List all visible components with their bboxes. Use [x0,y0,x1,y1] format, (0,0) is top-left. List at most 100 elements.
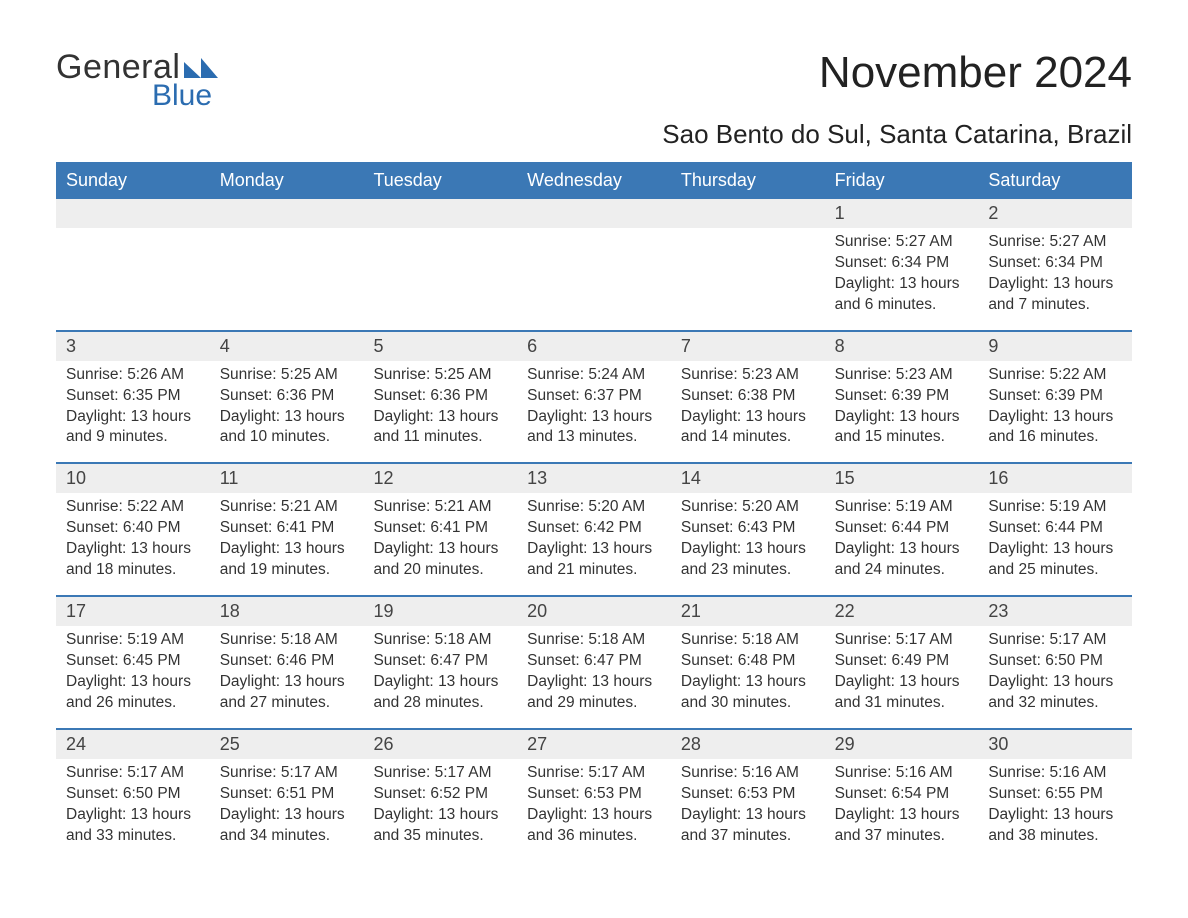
daylight-label: Daylight: [527,408,587,425]
day-body: Sunrise: 5:21 AMSunset: 6:41 PMDaylight:… [210,493,364,581]
day-cell: 3Sunrise: 5:26 AMSunset: 6:35 PMDaylight… [56,332,210,463]
sunrise-label: Sunrise: [373,498,430,515]
day-body: Sunrise: 5:22 AMSunset: 6:40 PMDaylight:… [56,493,210,581]
day-body: Sunrise: 5:17 AMSunset: 6:50 PMDaylight:… [978,626,1132,714]
sunrise-label: Sunrise: [835,233,892,250]
day-body: Sunrise: 5:19 AMSunset: 6:44 PMDaylight:… [978,493,1132,581]
sunrise-value: 5:18 AM [435,631,492,648]
sunrise-line: Sunrise: 5:18 AM [527,630,661,651]
sunset-value: 6:48 PM [738,652,796,669]
daylight-line: Daylight: 13 hours and 29 minutes. [527,672,661,714]
daylight-label: Daylight: [988,540,1048,557]
daylight-label: Daylight: [988,408,1048,425]
day-number: 10 [56,464,210,493]
sunset-line: Sunset: 6:36 PM [373,386,507,407]
daylight-line: Daylight: 13 hours and 9 minutes. [66,407,200,449]
daylight-line: Daylight: 13 hours and 36 minutes. [527,805,661,847]
sunrise-value: 5:17 AM [1050,631,1107,648]
daylight-line: Daylight: 13 hours and 16 minutes. [988,407,1122,449]
day-number: 22 [825,597,979,626]
sunrise-line: Sunrise: 5:17 AM [527,763,661,784]
weekday-header-cell: Tuesday [363,162,517,199]
sunrise-label: Sunrise: [681,498,738,515]
daylight-line: Daylight: 13 hours and 37 minutes. [835,805,969,847]
day-body: Sunrise: 5:23 AMSunset: 6:38 PMDaylight:… [671,361,825,449]
sunset-label: Sunset: [835,785,888,802]
location-line: Sao Bento do Sul, Santa Catarina, Brazil [56,119,1132,150]
sunrise-line: Sunrise: 5:25 AM [220,365,354,386]
sunset-label: Sunset: [988,652,1041,669]
daylight-line: Daylight: 13 hours and 31 minutes. [835,672,969,714]
sunset-value: 6:38 PM [738,387,796,404]
sunrise-line: Sunrise: 5:18 AM [220,630,354,651]
day-cell: 28Sunrise: 5:16 AMSunset: 6:53 PMDayligh… [671,730,825,861]
day-cell: 7Sunrise: 5:23 AMSunset: 6:38 PMDaylight… [671,332,825,463]
day-cell: 12Sunrise: 5:21 AMSunset: 6:41 PMDayligh… [363,464,517,595]
sunrise-label: Sunrise: [220,498,277,515]
day-body: Sunrise: 5:25 AMSunset: 6:36 PMDaylight:… [210,361,364,449]
sunrise-line: Sunrise: 5:22 AM [988,365,1122,386]
daylight-line: Daylight: 13 hours and 23 minutes. [681,539,815,581]
sunrise-line: Sunrise: 5:16 AM [835,763,969,784]
week-row: 17Sunrise: 5:19 AMSunset: 6:45 PMDayligh… [56,595,1132,728]
day-body: Sunrise: 5:16 AMSunset: 6:54 PMDaylight:… [825,759,979,847]
day-number: 27 [517,730,671,759]
day-number: 26 [363,730,517,759]
sunrise-line: Sunrise: 5:25 AM [373,365,507,386]
sunset-value: 6:43 PM [738,519,796,536]
sunrise-label: Sunrise: [527,366,584,383]
daylight-line: Daylight: 13 hours and 24 minutes. [835,539,969,581]
sunset-label: Sunset: [373,785,426,802]
sunset-label: Sunset: [66,387,119,404]
sunrise-value: 5:18 AM [588,631,645,648]
sunset-value: 6:40 PM [123,519,181,536]
day-number: 21 [671,597,825,626]
sunrise-label: Sunrise: [988,366,1045,383]
sunset-value: 6:46 PM [277,652,335,669]
day-number: 4 [210,332,364,361]
sunset-value: 6:50 PM [123,785,181,802]
sunset-value: 6:55 PM [1045,785,1103,802]
sunset-value: 6:36 PM [277,387,335,404]
day-number: 17 [56,597,210,626]
sunset-label: Sunset: [66,519,119,536]
sunset-label: Sunset: [988,254,1041,271]
daylight-label: Daylight: [220,673,280,690]
sunrise-value: 5:17 AM [896,631,953,648]
sunset-label: Sunset: [681,785,734,802]
daylight-line: Daylight: 13 hours and 19 minutes. [220,539,354,581]
daylight-label: Daylight: [527,806,587,823]
day-body: Sunrise: 5:20 AMSunset: 6:43 PMDaylight:… [671,493,825,581]
sunrise-line: Sunrise: 5:17 AM [835,630,969,651]
sunset-label: Sunset: [681,652,734,669]
sunrise-line: Sunrise: 5:18 AM [681,630,815,651]
day-number: 14 [671,464,825,493]
sunset-value: 6:47 PM [430,652,488,669]
day-body: Sunrise: 5:20 AMSunset: 6:42 PMDaylight:… [517,493,671,581]
daylight-line: Daylight: 13 hours and 33 minutes. [66,805,200,847]
sunrise-value: 5:19 AM [1050,498,1107,515]
sunrise-line: Sunrise: 5:18 AM [373,630,507,651]
day-body: Sunrise: 5:17 AMSunset: 6:50 PMDaylight:… [56,759,210,847]
day-cell: 22Sunrise: 5:17 AMSunset: 6:49 PMDayligh… [825,597,979,728]
daylight-label: Daylight: [527,673,587,690]
day-body: Sunrise: 5:26 AMSunset: 6:35 PMDaylight:… [56,361,210,449]
sunrise-label: Sunrise: [835,366,892,383]
sunrise-label: Sunrise: [527,764,584,781]
day-number [517,199,671,228]
sunrise-line: Sunrise: 5:26 AM [66,365,200,386]
day-number: 1 [825,199,979,228]
sunset-label: Sunset: [66,652,119,669]
sunrise-line: Sunrise: 5:23 AM [681,365,815,386]
daylight-label: Daylight: [66,806,126,823]
sunset-label: Sunset: [220,387,273,404]
day-body: Sunrise: 5:17 AMSunset: 6:52 PMDaylight:… [363,759,517,847]
sunset-line: Sunset: 6:53 PM [681,784,815,805]
sunrise-value: 5:25 AM [281,366,338,383]
week-row: 1Sunrise: 5:27 AMSunset: 6:34 PMDaylight… [56,199,1132,330]
sunset-line: Sunset: 6:55 PM [988,784,1122,805]
day-body: Sunrise: 5:23 AMSunset: 6:39 PMDaylight:… [825,361,979,449]
day-cell: 19Sunrise: 5:18 AMSunset: 6:47 PMDayligh… [363,597,517,728]
daylight-label: Daylight: [527,540,587,557]
day-body: Sunrise: 5:18 AMSunset: 6:46 PMDaylight:… [210,626,364,714]
